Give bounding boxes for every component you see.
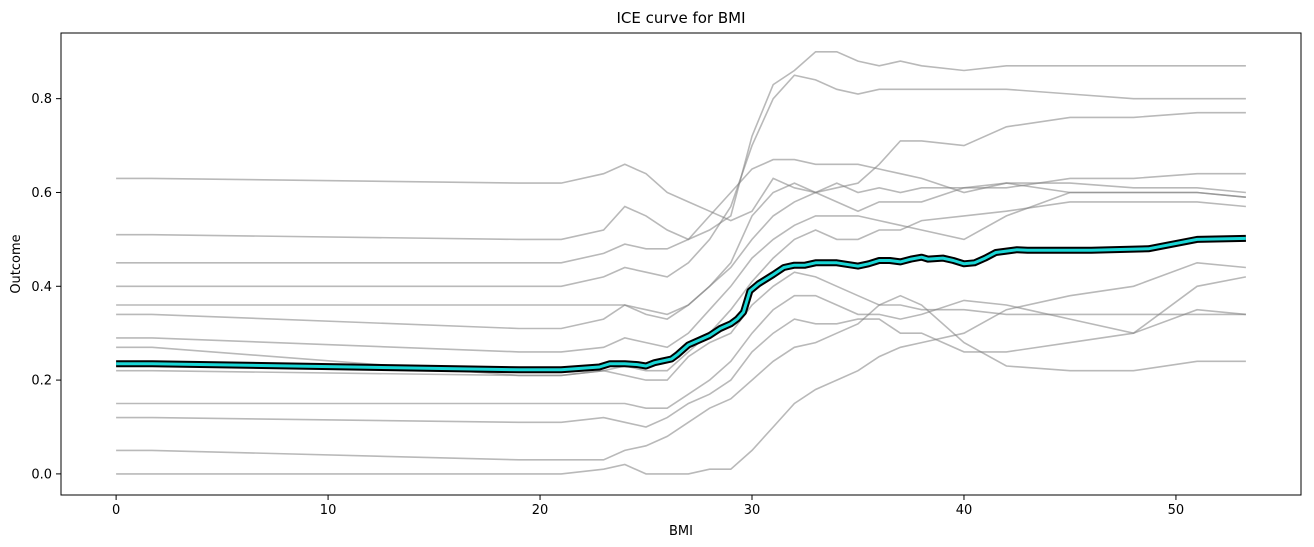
x-tick-label: 0 (112, 503, 120, 518)
y-tick-label: 0.2 (31, 374, 52, 389)
ice-line-6 (116, 172, 1246, 330)
x-axis: 0 10 20 30 40 50 (112, 495, 1184, 518)
x-tick-label: 50 (1168, 503, 1185, 518)
ice-line-5 (116, 111, 1246, 316)
x-tick-label: 20 (532, 503, 549, 518)
ice-line-4 (116, 74, 1246, 288)
ice-line-10 (116, 294, 1246, 410)
ice-line-2 (116, 158, 1246, 241)
ice-line-12 (116, 294, 1246, 461)
ice-line-7 (116, 191, 1246, 353)
ice-line-8 (116, 201, 1246, 377)
x-axis-label: BMI (669, 524, 693, 539)
y-axis: 0.0 0.2 0.4 0.6 0.8 (31, 92, 61, 482)
x-tick-label: 30 (744, 503, 761, 518)
y-axis-label: Outcome (9, 234, 24, 293)
x-tick-label: 10 (320, 503, 337, 518)
ice-line-3 (116, 50, 1246, 264)
y-tick-label: 0.4 (31, 280, 52, 295)
y-tick-label: 0.8 (31, 92, 52, 107)
chart-title: ICE curve for BMI (617, 9, 746, 27)
ice-line-13 (116, 261, 1246, 475)
mean-line (116, 236, 1246, 372)
y-tick-label: 0.0 (31, 467, 52, 482)
ice-line-11 (116, 276, 1247, 428)
plot-frame (60, 32, 1302, 496)
y-tick-label: 0.6 (31, 186, 52, 201)
x-tick-label: 40 (956, 503, 973, 518)
lines-layer (116, 50, 1247, 475)
